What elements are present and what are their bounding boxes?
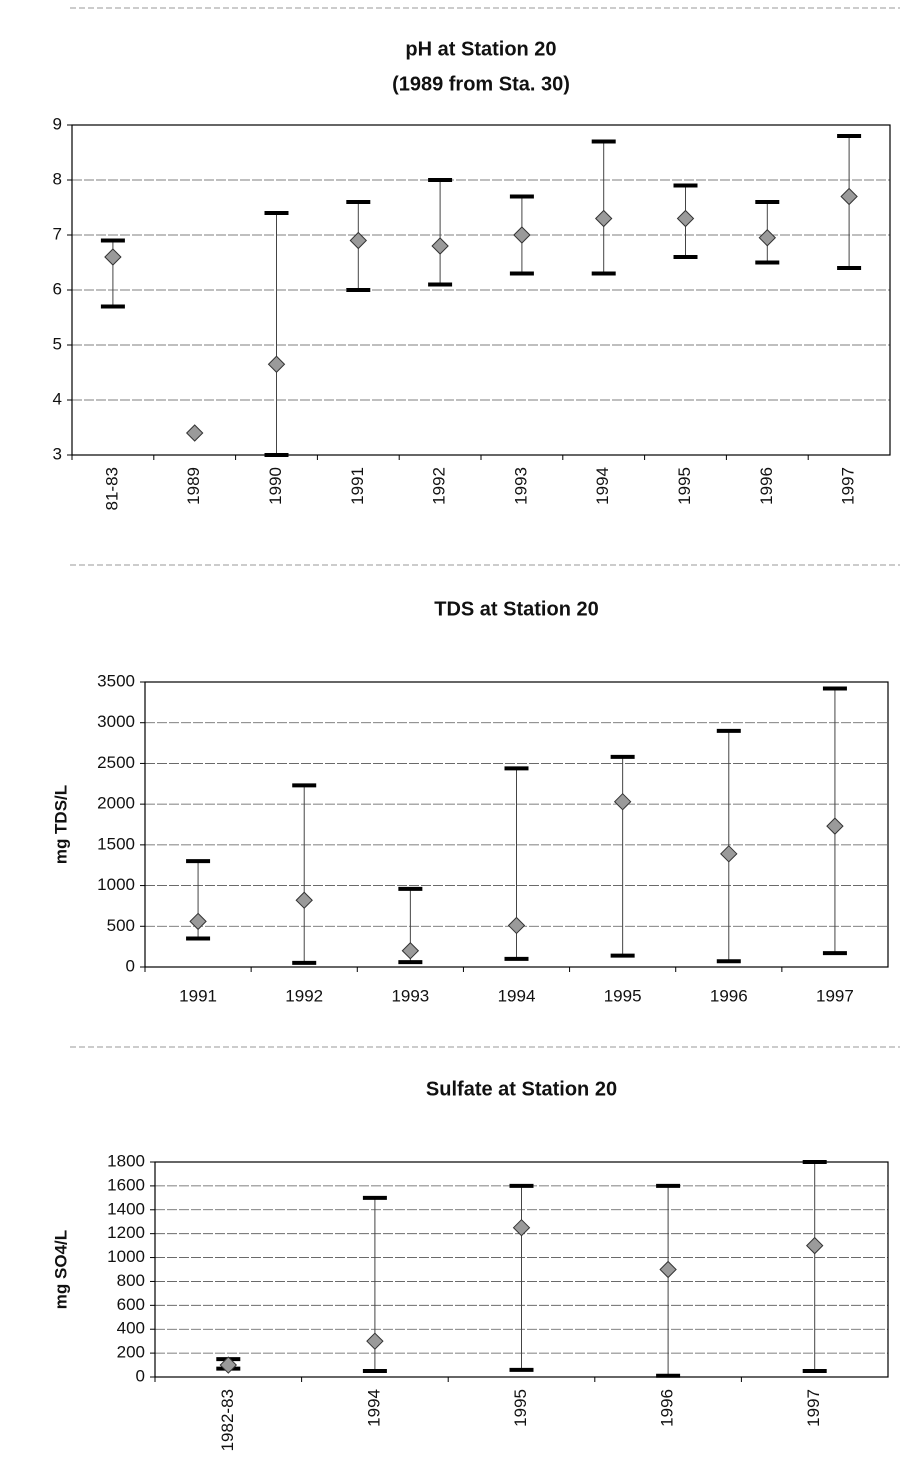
y-axis-label: mg SO4/L <box>51 1230 70 1309</box>
y-tick-label: 9 <box>53 114 62 133</box>
plot-frame <box>144 681 889 968</box>
x-tick-label: 1995 <box>675 467 694 505</box>
mean-marker <box>840 187 858 206</box>
mean-marker <box>366 1332 384 1350</box>
y-tick-label: 5 <box>53 334 62 353</box>
y-tick-label: 400 <box>117 1319 145 1338</box>
x-tick-label: 1997 <box>804 1389 823 1427</box>
y-tick-label: 500 <box>107 916 135 935</box>
y-tick-label: 1600 <box>107 1175 145 1194</box>
mean-marker <box>826 817 844 835</box>
y-tick-label: 1200 <box>107 1223 145 1242</box>
mean-marker <box>676 209 695 228</box>
x-tick-label: 1995 <box>604 986 642 1005</box>
y-tick-label: 2500 <box>97 753 135 772</box>
y-tick-label: 8 <box>53 169 62 188</box>
y-tick-label: 1500 <box>97 834 135 853</box>
y-tick-label: 1000 <box>97 875 135 894</box>
mean-marker <box>594 209 613 228</box>
mean-marker <box>507 916 526 935</box>
y-tick-label: 1400 <box>107 1199 145 1218</box>
mean-marker <box>512 1218 531 1237</box>
y-tick-label: 7 <box>53 224 62 243</box>
mean-marker <box>219 1356 238 1374</box>
y-tick-label: 2000 <box>97 794 135 813</box>
mean-marker <box>185 424 204 442</box>
mean-marker <box>805 1236 824 1255</box>
x-tick-label: 1992 <box>285 986 323 1005</box>
x-tick-label: 1992 <box>430 467 449 505</box>
y-tick-label: 600 <box>117 1295 145 1314</box>
x-tick-label: 1994 <box>593 467 612 505</box>
x-tick-label: 1993 <box>391 986 429 1005</box>
chart-title: Sulfate at Station 20 <box>426 1078 617 1100</box>
mean-marker <box>758 229 777 247</box>
x-tick-label: 1991 <box>348 467 367 505</box>
y-tick-label: 0 <box>136 1366 145 1385</box>
y-tick-label: 3500 <box>97 671 135 690</box>
y-axis-label: mg TDS/L <box>51 785 70 864</box>
chart-title: pH at Station 20 <box>405 38 556 60</box>
x-tick-label: 1993 <box>511 467 530 505</box>
x-tick-label: 1982-83 <box>218 1389 237 1451</box>
x-tick-label: 1996 <box>710 986 748 1005</box>
x-tick-label: 1991 <box>179 986 217 1005</box>
x-tick-label: 1994 <box>498 986 536 1005</box>
mean-marker <box>104 248 122 266</box>
x-tick-label: 1997 <box>816 986 854 1005</box>
x-tick-label: 1990 <box>266 467 285 505</box>
mean-marker <box>431 237 449 255</box>
x-tick-label: 1997 <box>839 467 858 505</box>
y-tick-label: 200 <box>117 1343 145 1362</box>
y-tick-label: 3 <box>53 444 62 463</box>
y-tick-label: 0 <box>126 956 135 975</box>
mean-marker <box>613 792 632 811</box>
mean-marker <box>401 942 420 960</box>
x-tick-label: 1989 <box>184 467 203 505</box>
chart-title: TDS at Station 20 <box>434 598 598 620</box>
y-tick-label: 4 <box>53 389 62 408</box>
y-tick-label: 6 <box>53 279 62 298</box>
mean-marker <box>267 355 286 373</box>
x-tick-label: 81-83 <box>102 467 121 510</box>
mean-marker <box>295 891 313 909</box>
mean-marker <box>720 845 738 863</box>
mean-marker <box>659 1260 677 1279</box>
plot-frame <box>154 1161 889 1378</box>
x-tick-label: 1995 <box>511 1389 530 1427</box>
x-tick-label: 1994 <box>364 1389 383 1427</box>
mean-marker <box>513 226 531 244</box>
x-tick-label: 1996 <box>757 467 776 505</box>
x-tick-label: 1996 <box>658 1389 677 1427</box>
y-tick-label: 800 <box>117 1271 145 1290</box>
y-tick-label: 1800 <box>107 1151 145 1170</box>
y-tick-label: 1000 <box>107 1247 145 1266</box>
mean-marker <box>189 912 207 931</box>
y-tick-label: 3000 <box>97 712 135 731</box>
mean-marker <box>349 231 368 250</box>
chart-subtitle: (1989 from Sta. 30) <box>392 73 570 95</box>
